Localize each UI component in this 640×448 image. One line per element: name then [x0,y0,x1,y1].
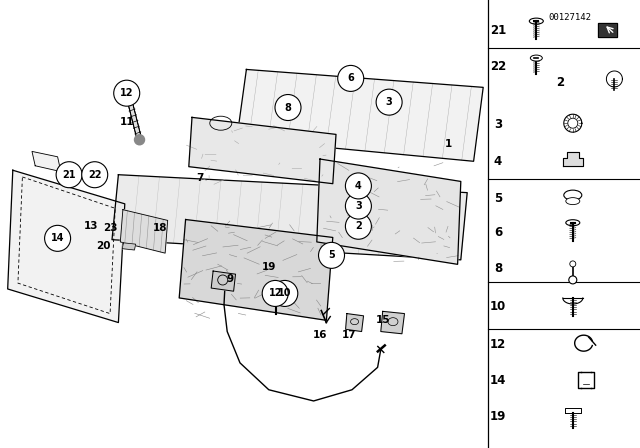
Text: 11: 11 [120,117,134,127]
Text: 23: 23 [103,224,117,233]
Polygon shape [8,170,125,323]
Text: 3: 3 [494,118,502,131]
Circle shape [114,80,140,106]
Text: 14: 14 [490,374,506,388]
Text: 6: 6 [494,225,502,239]
Circle shape [569,276,577,284]
Text: 21: 21 [490,24,506,37]
Polygon shape [564,408,581,413]
Text: 15: 15 [376,315,390,325]
Text: 12: 12 [120,88,134,98]
Polygon shape [381,311,404,334]
Text: 2: 2 [556,76,564,90]
Polygon shape [598,23,617,37]
Text: 10: 10 [490,300,506,314]
Polygon shape [237,69,483,161]
Circle shape [346,213,371,239]
Text: 16: 16 [313,330,327,340]
Text: 8: 8 [494,262,502,276]
Circle shape [272,280,298,306]
Text: 2: 2 [355,221,362,231]
Text: 18: 18 [153,224,167,233]
Text: 17: 17 [342,330,356,340]
Ellipse shape [566,198,580,205]
Text: 12: 12 [490,337,506,351]
Circle shape [346,193,371,219]
Text: 14: 14 [51,233,65,243]
Text: 13: 13 [84,221,98,231]
Circle shape [262,280,288,306]
Text: 12: 12 [268,289,282,298]
Circle shape [319,242,344,268]
Polygon shape [122,243,136,250]
Circle shape [275,95,301,121]
Text: 20: 20 [97,241,111,251]
Circle shape [568,118,578,128]
Polygon shape [112,175,467,260]
Ellipse shape [566,220,580,226]
Text: 4: 4 [494,155,502,168]
Text: 3: 3 [355,201,362,211]
Polygon shape [317,159,461,264]
Circle shape [346,173,371,199]
Polygon shape [563,298,583,304]
Ellipse shape [529,18,543,24]
Text: 19: 19 [262,262,276,271]
Circle shape [82,162,108,188]
Text: 4: 4 [355,181,362,191]
Polygon shape [211,271,236,291]
Circle shape [338,65,364,91]
Text: 19: 19 [490,410,506,423]
Circle shape [56,162,82,188]
Polygon shape [32,151,61,172]
Text: 22: 22 [490,60,506,73]
Polygon shape [120,210,168,253]
Circle shape [45,225,70,251]
Circle shape [134,135,145,145]
Text: 6: 6 [348,73,354,83]
Circle shape [124,90,132,98]
Text: 8: 8 [285,103,291,112]
Text: 3: 3 [386,97,392,107]
Text: 21: 21 [62,170,76,180]
Polygon shape [607,71,622,87]
Polygon shape [179,220,333,320]
Text: 00127142: 00127142 [548,13,591,22]
Text: 22: 22 [88,170,102,180]
Text: 10: 10 [278,289,292,298]
Text: 5: 5 [328,250,335,260]
Text: 1: 1 [444,139,452,149]
Polygon shape [189,117,336,184]
Polygon shape [563,152,583,166]
Ellipse shape [564,190,582,200]
Text: 9: 9 [227,274,234,284]
Ellipse shape [531,55,542,61]
Polygon shape [564,114,582,132]
Text: 5: 5 [494,191,502,205]
Circle shape [570,261,576,267]
Circle shape [376,89,402,115]
Text: 7: 7 [196,173,204,183]
Polygon shape [346,314,364,332]
